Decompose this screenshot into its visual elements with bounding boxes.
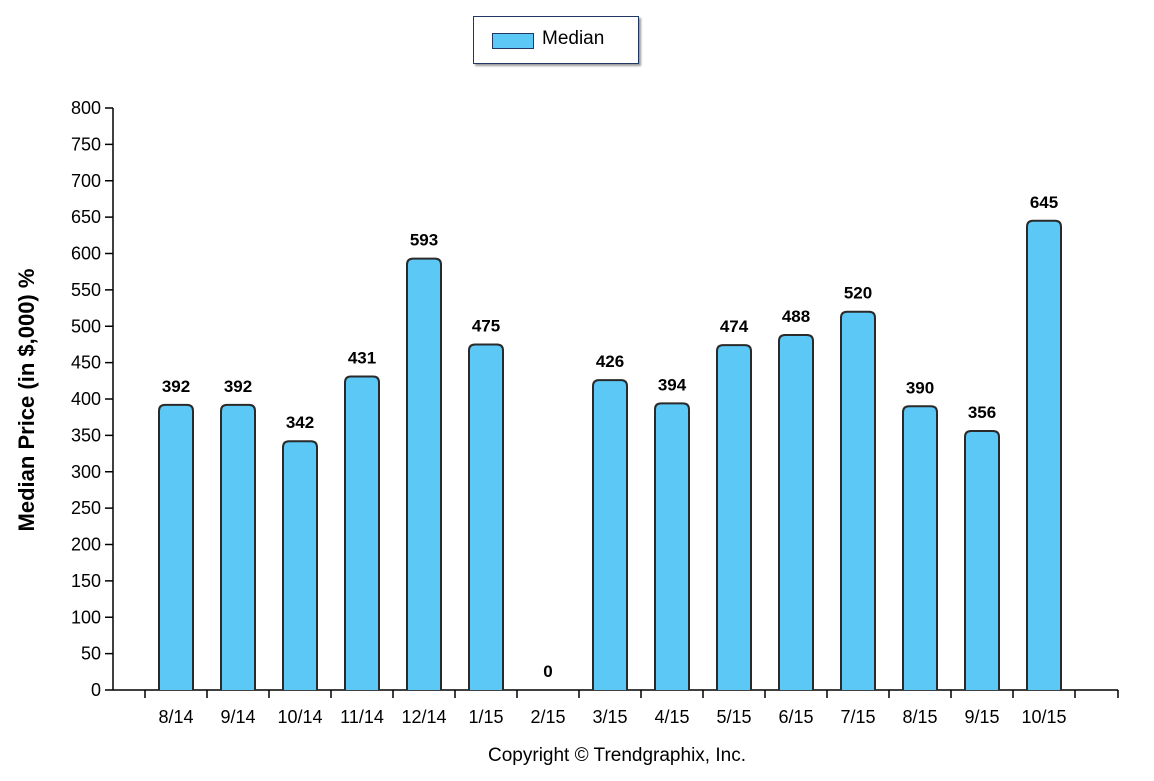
bar	[965, 431, 999, 690]
x-tick-label: 1/15	[468, 707, 503, 727]
bar	[903, 406, 937, 690]
y-tick-label: 500	[71, 316, 101, 336]
bar-outline	[282, 440, 318, 690]
x-tick-label: 9/14	[220, 707, 255, 727]
bar	[221, 404, 255, 690]
bar-outline	[158, 403, 194, 690]
y-tick-label: 350	[71, 425, 101, 445]
x-tick-label: 10/15	[1021, 707, 1066, 727]
y-tick-label: 300	[71, 462, 101, 482]
bar	[159, 404, 193, 690]
y-tick-label: 650	[71, 207, 101, 227]
y-tick-label: 700	[71, 171, 101, 191]
x-tick-label: 4/15	[654, 707, 689, 727]
data-label: 0	[543, 662, 552, 681]
legend-label: Median	[542, 28, 605, 49]
bar-outline	[220, 403, 256, 690]
data-label: 474	[720, 317, 749, 336]
x-tick-label: 9/15	[964, 707, 999, 727]
bars	[158, 219, 1062, 690]
y-axis: 0 50 100 150 200 250 300 350 400 450 500 550 600 650 7…	[71, 98, 114, 700]
bar	[1027, 220, 1061, 690]
y-tick-label: 250	[71, 498, 101, 518]
data-label: 488	[782, 307, 810, 326]
y-tick-label: 100	[71, 607, 101, 627]
x-tick-label: 5/15	[716, 707, 751, 727]
bar	[469, 344, 503, 690]
data-label: 426	[596, 352, 624, 371]
bar-outline	[592, 379, 628, 690]
data-label: 390	[906, 378, 934, 397]
bar-outline	[716, 344, 752, 690]
x-tick-label: 7/15	[840, 707, 875, 727]
x-tick-label: 6/15	[778, 707, 813, 727]
y-tick-label: 50	[81, 644, 101, 664]
y-tick-label: 750	[71, 134, 101, 154]
x-tick-label: 12/14	[401, 707, 446, 727]
y-tick-label: 400	[71, 389, 101, 409]
y-tick-label: 600	[71, 244, 101, 264]
bar-outline	[902, 405, 938, 690]
legend-swatch	[492, 33, 534, 49]
legend: Median	[473, 16, 639, 64]
x-tick-label: 11/14	[340, 707, 384, 727]
y-tick-label: 200	[71, 535, 101, 555]
data-label: 342	[286, 413, 314, 432]
data-label: 593	[410, 231, 438, 250]
bar	[655, 403, 689, 690]
y-tick-label: 800	[71, 98, 101, 118]
bar-outline	[654, 402, 690, 690]
bar	[345, 376, 379, 690]
bar	[841, 311, 875, 690]
y-tick-label: 150	[71, 571, 101, 591]
bar	[779, 334, 813, 690]
y-tick-label: 550	[71, 280, 101, 300]
bar	[283, 441, 317, 690]
x-tick-label: 3/15	[592, 707, 627, 727]
x-tick-label: 10/14	[277, 707, 322, 727]
bar-outline	[344, 375, 380, 690]
bar-outline	[840, 310, 876, 690]
data-label: 356	[968, 403, 996, 422]
x-tick-label: 2/15	[530, 707, 565, 727]
x-tick-label: 8/14	[158, 707, 193, 727]
bar-outline	[964, 430, 1000, 690]
data-labels: 392 392 342 431 593 475 0 426 394 474 488 520 390 356…	[162, 193, 1058, 681]
data-label: 475	[472, 316, 500, 335]
bar-outline	[1026, 219, 1062, 690]
bar-outline	[406, 257, 442, 690]
bar	[593, 380, 627, 690]
x-axis: 8/14 9/14 10/14 11/14 12/14 1/15 2/15 3/15 4/15 5…	[113, 689, 1119, 727]
y-tick-label: 0	[91, 680, 101, 700]
data-label: 392	[224, 377, 252, 396]
bar	[407, 258, 441, 690]
data-label: 392	[162, 377, 190, 396]
data-label: 520	[844, 284, 872, 303]
bar-outline	[468, 343, 504, 690]
bar	[717, 345, 751, 690]
data-label: 645	[1030, 193, 1058, 212]
x-tick-label: 8/15	[902, 707, 937, 727]
y-tick-label: 450	[71, 353, 101, 373]
data-label: 431	[348, 348, 376, 367]
copyright-text: Copyright © Trendgraphix, Inc.	[488, 745, 746, 766]
data-label: 394	[658, 375, 687, 394]
bar-outline	[778, 333, 814, 690]
